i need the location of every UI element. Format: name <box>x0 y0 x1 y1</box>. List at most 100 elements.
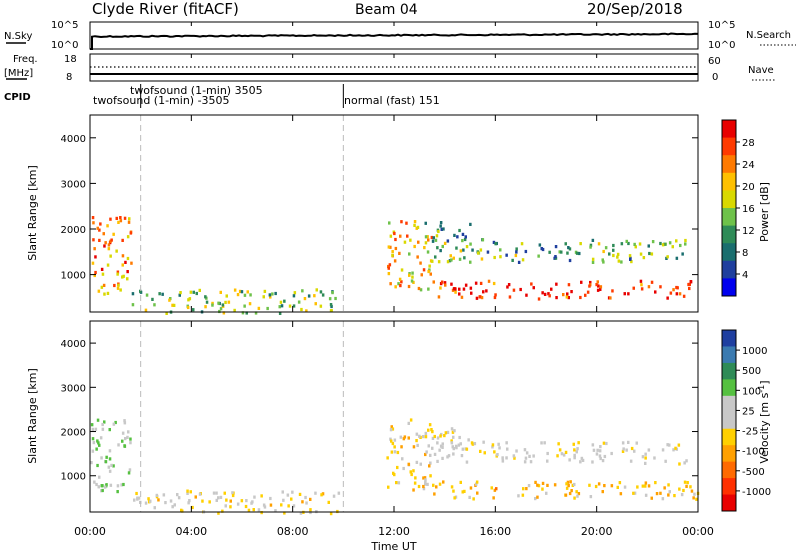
scatter-point <box>442 480 445 484</box>
scatter-point <box>560 250 563 254</box>
scatter-point <box>387 264 390 269</box>
scatter-point <box>689 280 693 284</box>
scatter-point <box>309 497 312 501</box>
scatter-point <box>252 508 255 512</box>
scatter-point <box>460 454 464 458</box>
scatter-point <box>534 480 537 484</box>
x-tick-label: 20:00 <box>581 525 613 538</box>
scatter-point <box>675 256 679 260</box>
scatter-point <box>475 480 479 484</box>
scatter-point <box>320 493 323 497</box>
scatter-point <box>399 435 403 439</box>
scatter-point <box>453 233 456 237</box>
scatter-point <box>568 247 572 251</box>
scatter-point <box>464 235 467 239</box>
scatter-point <box>524 249 528 254</box>
scatter-point <box>390 450 394 454</box>
scatter-point <box>188 499 191 503</box>
scatter-point <box>91 437 95 441</box>
colorbar-tick-label: -1000 <box>742 487 771 498</box>
scatter-point <box>204 305 207 309</box>
scatter-point <box>540 247 543 251</box>
scatter-point <box>521 258 525 262</box>
scatter-point <box>268 293 272 297</box>
scatter-point <box>608 252 611 256</box>
scatter-point <box>444 283 447 287</box>
scatter-point <box>492 281 496 286</box>
scatter-point <box>407 436 410 440</box>
scatter-point <box>677 443 681 447</box>
scatter-point <box>690 489 694 493</box>
scatter-point <box>108 457 112 461</box>
scatter-point <box>411 271 414 275</box>
scatter-point <box>644 493 648 497</box>
scatter-point <box>573 453 576 457</box>
scatter-point <box>494 293 497 297</box>
scatter-point <box>101 422 104 427</box>
scatter-point <box>572 442 575 446</box>
colorbar-tick-label: 28 <box>742 138 755 149</box>
scatter-point <box>119 216 122 220</box>
scatter-point <box>427 238 430 242</box>
scatter-point <box>321 492 325 496</box>
scatter-point <box>93 247 96 251</box>
scatter-point <box>283 299 286 303</box>
scatter-point <box>454 495 458 499</box>
y-tick-label: 3000 <box>61 179 86 190</box>
scatter-point <box>548 294 551 298</box>
scatter-point <box>109 217 112 221</box>
scatter-point <box>157 498 160 502</box>
scatter-point <box>422 476 425 480</box>
scatter-point <box>127 430 130 434</box>
scatter-point <box>685 484 688 488</box>
scatter-point <box>233 308 236 312</box>
scatter-point <box>458 435 461 440</box>
scatter-point <box>98 238 101 242</box>
scatter-point <box>95 447 98 451</box>
scatter-point <box>292 504 296 508</box>
scatter-point <box>106 291 110 295</box>
scatter-point <box>540 441 543 445</box>
scatter-point <box>440 280 444 284</box>
scatter-point <box>659 491 662 495</box>
scatter-point <box>91 449 95 453</box>
scatter-point <box>262 503 266 507</box>
scatter-point <box>407 284 411 289</box>
scatter-point <box>673 494 676 498</box>
scatter-point <box>224 300 227 304</box>
scatter-point <box>449 254 452 258</box>
colorbar-tick-label: -25 <box>742 427 758 438</box>
scatter-point <box>664 459 667 463</box>
scatter-point <box>492 496 495 500</box>
scatter-point <box>537 254 540 258</box>
scatter-point <box>437 295 441 299</box>
scatter-point <box>314 302 317 306</box>
scatter-point <box>671 245 674 249</box>
scatter-point <box>472 497 475 501</box>
scatter-point <box>400 445 403 449</box>
scatter-point <box>387 266 390 270</box>
scatter-point <box>109 483 113 487</box>
scatter-point <box>621 441 625 445</box>
scatter-point <box>534 497 537 501</box>
scatter-point <box>424 221 427 225</box>
scatter-point <box>119 219 123 223</box>
scatter-point <box>297 300 301 304</box>
scatter-point <box>431 430 434 434</box>
scatter-point <box>172 303 176 307</box>
scatter-point <box>217 511 220 515</box>
scatter-point <box>457 443 461 447</box>
colorbar-swatch <box>722 225 736 244</box>
scatter-point <box>240 290 244 294</box>
x-tick-label: 12:00 <box>378 525 410 538</box>
scatter-point <box>171 505 174 509</box>
scatter-point <box>438 448 441 452</box>
scatter-point <box>186 491 189 495</box>
scatter-point <box>532 286 535 290</box>
scatter-point <box>648 251 651 256</box>
cpid-label: CPID <box>4 92 31 103</box>
scatter-point <box>577 441 580 445</box>
colorbar-swatch <box>722 190 736 209</box>
scatter-point <box>507 283 511 287</box>
power-colorbar: 28 24 20 16 12 8 4 <box>721 119 755 297</box>
